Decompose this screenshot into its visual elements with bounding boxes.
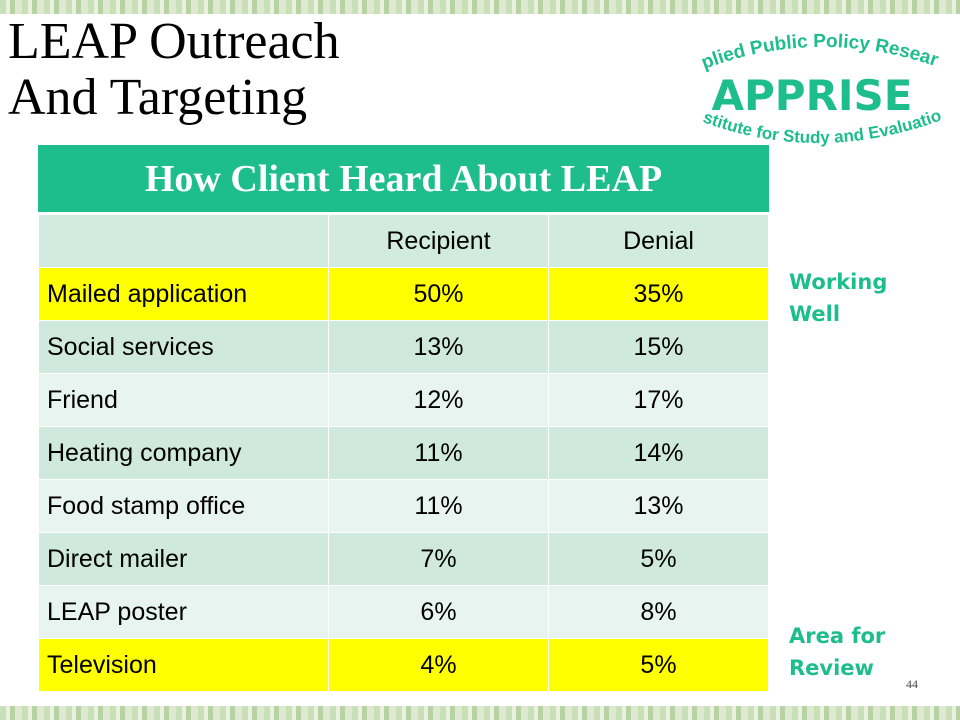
recipient-cell: 7% <box>328 532 549 586</box>
denial-cell: 5% <box>548 532 769 586</box>
row-label: Television <box>38 638 329 692</box>
title-line-1: LEAP Outreach <box>8 13 340 70</box>
table-row: Heating company 11% 14% <box>38 426 769 480</box>
recipient-cell: 11% <box>328 426 549 480</box>
area-for-review-line-1: Area for <box>789 624 886 648</box>
column-header: Denial <box>548 214 769 268</box>
table-title: How Client Heard About LEAP <box>38 145 769 214</box>
denial-cell: 8% <box>548 585 769 639</box>
row-label: LEAP poster <box>38 585 329 639</box>
table-row: Social services 13% 15% <box>38 320 769 374</box>
denial-cell: 5% <box>548 638 769 692</box>
row-label: Friend <box>38 373 329 427</box>
logo-name: APPRISE <box>712 71 913 120</box>
working-well-note: Working Well <box>789 266 939 330</box>
recipient-cell: 50% <box>328 267 549 321</box>
recipient-cell: 4% <box>328 638 549 692</box>
recipient-cell: 6% <box>328 585 549 639</box>
column-header: Recipient <box>328 214 549 268</box>
page-number: 44 <box>906 677 918 691</box>
denial-cell: 35% <box>548 267 769 321</box>
working-well-line-1: Working <box>789 270 888 294</box>
table-row: Direct mailer 7% 5% <box>38 532 769 586</box>
table-row: LEAP poster 6% 8% <box>38 585 769 639</box>
column-header <box>38 214 329 268</box>
table-row: Food stamp office 11% 13% <box>38 479 769 533</box>
denial-cell: 17% <box>548 373 769 427</box>
table-row: Television 4% 5% <box>38 638 769 692</box>
decorative-border-top <box>0 0 960 14</box>
row-label: Mailed application <box>38 267 329 321</box>
logo-top-text: Applied Public Policy Research <box>680 28 941 74</box>
table-row: Friend 12% 17% <box>38 373 769 427</box>
table-row: Mailed application 50% 35% <box>38 267 769 321</box>
svg-text:Applied Public Policy Research: Applied Public Policy Research <box>680 28 941 74</box>
apprise-logo: Applied Public Policy Research APPRISE I… <box>680 28 944 147</box>
row-label: Food stamp office <box>38 479 329 533</box>
denial-cell: 15% <box>548 320 769 374</box>
row-label: Social services <box>38 320 329 374</box>
decorative-border-bottom <box>0 706 960 720</box>
area-for-review-note: Area for Review <box>789 620 939 684</box>
denial-cell: 14% <box>548 426 769 480</box>
slide-title: LEAP Outreach And Targeting <box>8 14 340 126</box>
area-for-review-line-2: Review <box>789 656 874 680</box>
denial-cell: 13% <box>548 479 769 533</box>
title-line-2: And Targeting <box>8 69 308 126</box>
table-header-row: Recipient Denial <box>38 214 769 268</box>
heard-about-table: How Client Heard About LEAP Recipient De… <box>38 145 769 692</box>
row-label: Direct mailer <box>38 532 329 586</box>
recipient-cell: 13% <box>328 320 549 374</box>
recipient-cell: 11% <box>328 479 549 533</box>
recipient-cell: 12% <box>328 373 549 427</box>
working-well-line-2: Well <box>789 302 841 326</box>
row-label: Heating company <box>38 426 329 480</box>
